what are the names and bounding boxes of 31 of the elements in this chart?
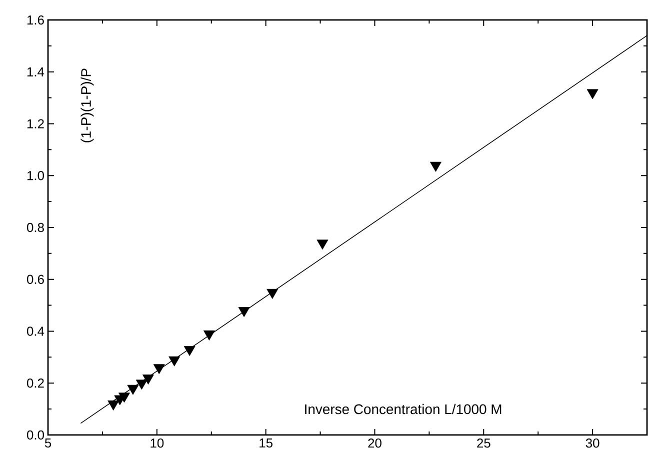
x-tick-label: 25 xyxy=(477,438,490,448)
point xyxy=(316,240,328,250)
y-tick-label: 0.0 xyxy=(26,430,44,440)
point xyxy=(266,288,278,299)
x-tick-label: 15 xyxy=(260,438,272,448)
x-tick-label: 10 xyxy=(150,438,164,448)
y-tick-label: 0.2 xyxy=(26,378,44,388)
point xyxy=(586,89,598,100)
y-tick-label: 0.4 xyxy=(26,326,44,336)
y-axis-title: (1-P)(1-P)/P xyxy=(80,68,94,142)
point xyxy=(168,356,180,366)
y-tick-label: 1.6 xyxy=(27,15,44,25)
point xyxy=(430,162,442,172)
point xyxy=(153,364,165,374)
point xyxy=(108,400,120,410)
y-tick-label: 0.6 xyxy=(26,274,44,284)
point xyxy=(203,330,215,340)
point xyxy=(136,380,148,390)
y-tick-label: 0.8 xyxy=(26,222,44,232)
point xyxy=(127,384,139,395)
point xyxy=(238,307,250,318)
y-tick-label: 1.4 xyxy=(27,67,44,76)
y-tick-label: 1.0 xyxy=(27,171,44,180)
point xyxy=(184,346,196,356)
x-axis-title: Inverse Concentration L/1000 M xyxy=(305,404,502,414)
x-tick-label: 5 xyxy=(44,438,52,448)
point xyxy=(118,392,130,403)
x-tick-label: 30 xyxy=(586,438,600,448)
y-tick-label: 1.2 xyxy=(27,119,44,128)
x-tick-label: 20 xyxy=(368,438,382,448)
point xyxy=(142,374,154,384)
